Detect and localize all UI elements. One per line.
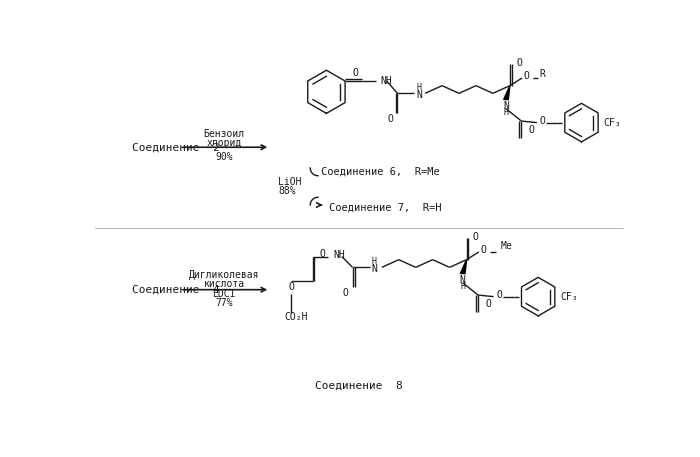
Text: O: O bbox=[516, 58, 522, 68]
Polygon shape bbox=[461, 260, 467, 274]
Text: O: O bbox=[485, 298, 491, 308]
Text: O: O bbox=[343, 288, 349, 298]
Text: O: O bbox=[540, 116, 546, 126]
Text: N: N bbox=[460, 275, 466, 285]
Text: CF₃: CF₃ bbox=[561, 292, 578, 302]
Text: O: O bbox=[528, 124, 534, 134]
Text: O: O bbox=[496, 290, 503, 300]
Text: O: O bbox=[288, 282, 294, 292]
Text: H: H bbox=[460, 282, 466, 291]
Text: O: O bbox=[353, 68, 359, 78]
Text: Соединение 7,  R=H: Соединение 7, R=H bbox=[329, 202, 441, 213]
Text: NH: NH bbox=[381, 76, 392, 86]
Text: Дигликолевая: Дигликолевая bbox=[189, 270, 259, 280]
Text: 90%: 90% bbox=[215, 152, 233, 162]
Text: Соединение  4: Соединение 4 bbox=[132, 285, 219, 295]
Text: 88%: 88% bbox=[278, 186, 295, 196]
Text: LiOH: LiOH bbox=[278, 177, 302, 187]
Text: O: O bbox=[388, 114, 393, 124]
Text: хлорид: хлорид bbox=[206, 138, 242, 148]
Text: N: N bbox=[416, 90, 423, 100]
Text: O: O bbox=[524, 71, 530, 81]
Text: R: R bbox=[539, 69, 545, 79]
Text: N: N bbox=[503, 101, 509, 111]
Text: CO₂H: CO₂H bbox=[285, 312, 308, 322]
Text: O: O bbox=[481, 245, 486, 255]
Text: CF₃: CF₃ bbox=[604, 117, 622, 128]
Text: Бензоил: Бензоил bbox=[204, 129, 244, 139]
Text: NH: NH bbox=[333, 250, 345, 260]
Text: 77%: 77% bbox=[215, 298, 233, 308]
Polygon shape bbox=[504, 85, 510, 100]
Text: N: N bbox=[372, 264, 378, 274]
Text: H: H bbox=[416, 84, 421, 92]
Text: O: O bbox=[319, 249, 326, 259]
Text: Соединение 6,  R=Me: Соединение 6, R=Me bbox=[321, 167, 440, 177]
Text: Me: Me bbox=[500, 241, 512, 251]
Text: H: H bbox=[503, 108, 508, 117]
Text: Соединение  8: Соединение 8 bbox=[315, 381, 402, 391]
Text: EDCI: EDCI bbox=[212, 289, 236, 299]
Text: H: H bbox=[372, 257, 377, 266]
Text: кислота: кислота bbox=[204, 278, 244, 288]
Text: Соединение  2: Соединение 2 bbox=[132, 142, 219, 152]
Text: O: O bbox=[473, 232, 479, 242]
